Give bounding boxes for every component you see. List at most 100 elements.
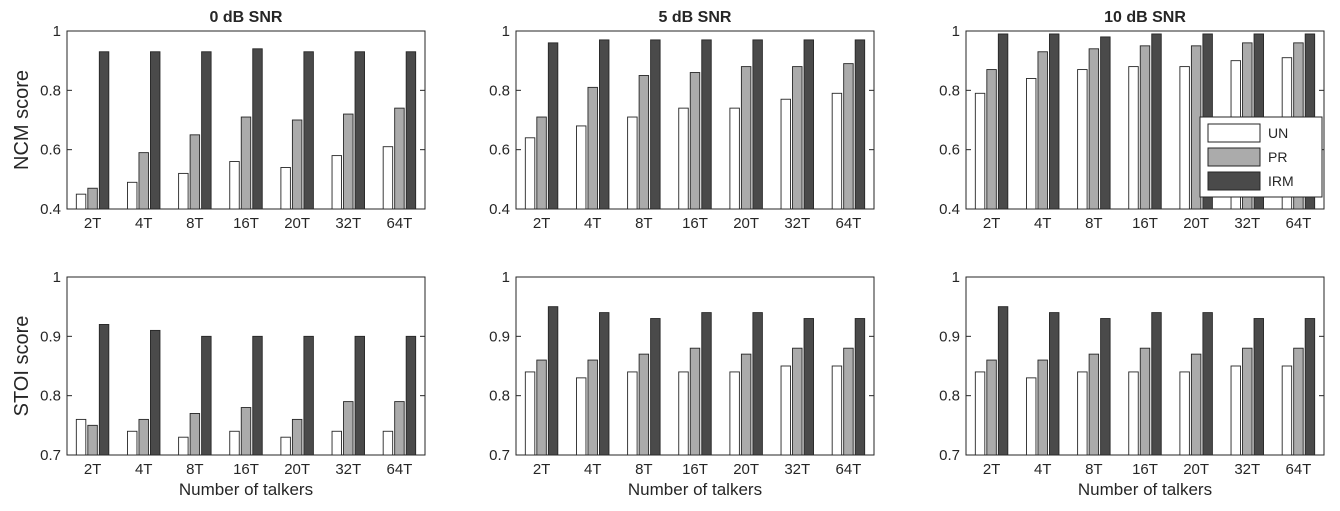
bar-pr (1037, 51, 1048, 210)
x-tick-label: 8T (1085, 215, 1103, 232)
bar-un (280, 436, 291, 456)
bar-irm (354, 335, 365, 456)
y-tick-label: 0.6 (939, 142, 960, 159)
x-tick-label: 32T (1234, 215, 1260, 232)
bar-pr (740, 353, 752, 456)
bar-pr (740, 66, 752, 210)
bar-un (75, 418, 87, 456)
x-tick-label: 32T (784, 215, 810, 232)
y-tick-label: 0.4 (40, 201, 61, 218)
x-tick-label: 64T (835, 461, 861, 478)
bar-un (831, 365, 843, 456)
y-tick-label: 0.4 (939, 201, 960, 218)
bar-pr (1242, 347, 1253, 456)
bar-un (780, 365, 791, 456)
bar-un (627, 116, 638, 210)
legend-swatch-irm (1207, 171, 1261, 191)
bar-irm (150, 51, 161, 210)
bar-pr (1139, 45, 1151, 210)
x-tick-label: 20T (1183, 215, 1209, 232)
bar-irm (701, 312, 712, 456)
bar-un (678, 107, 689, 210)
bar-un (1077, 69, 1088, 210)
bar-un (524, 137, 536, 210)
x-tick-label: 32T (1234, 461, 1260, 478)
bar-irm (547, 306, 559, 456)
bar-pr (1037, 359, 1048, 456)
y-tick-label: 0.8 (40, 388, 61, 405)
bar-pr (291, 418, 303, 456)
bar-un (974, 371, 986, 456)
bar-irm (1049, 312, 1060, 456)
legend-label-un: UN (1268, 125, 1288, 141)
y-tick-label: 0.8 (939, 82, 960, 99)
bar-pr (792, 66, 803, 210)
y-tick-label: 1 (952, 269, 960, 286)
x-tick-label: 2T (983, 215, 1001, 232)
bar-pr (189, 413, 201, 456)
bar-irm (803, 39, 814, 210)
x-tick-label: 64T (386, 461, 412, 478)
chart-panel-0-1: 0.4 0.6 0.8 1 2T 4T 8T 16T 20T 32T 64T 5 dB SNR (489, 9, 875, 232)
bar-un (229, 430, 240, 456)
bar-un (1128, 371, 1139, 456)
bar-pr (587, 86, 598, 210)
bar-pr (87, 187, 98, 210)
bar-irm (752, 39, 763, 210)
x-tick-label: 16T (1132, 215, 1158, 232)
y-tick-label: 0.8 (489, 82, 510, 99)
bar-pr (843, 63, 854, 210)
bar-pr (394, 107, 405, 210)
bar-pr (1190, 353, 1202, 456)
bar-pr (689, 347, 701, 456)
bar-irm (201, 335, 212, 456)
bar-un (331, 155, 342, 210)
x-tick-label: 8T (1085, 461, 1103, 478)
bar-irm (650, 318, 661, 456)
bar-un (382, 146, 394, 210)
x-tick-label: 8T (186, 461, 204, 478)
bar-un (831, 92, 843, 210)
bar-un (1281, 365, 1293, 456)
x-tick-label: 2T (533, 461, 551, 478)
x-tick-label: 8T (186, 215, 204, 232)
bar-irm (547, 42, 559, 210)
bar-irm (1202, 312, 1213, 456)
bar-irm (98, 51, 110, 210)
legend-label-pr: PR (1268, 149, 1287, 165)
x-tick-label: 32T (335, 215, 361, 232)
x-tick-label: 4T (135, 215, 153, 232)
bar-irm (997, 33, 1009, 210)
bar-pr (240, 116, 252, 210)
bar-pr (792, 347, 803, 456)
bar-un (127, 430, 138, 456)
bar-un (178, 436, 189, 456)
bar-un (1128, 66, 1139, 210)
bar-irm (803, 318, 814, 456)
panel-title: 10 dB SNR (1104, 9, 1186, 26)
x-tick-label: 64T (386, 215, 412, 232)
x-tick-label: 4T (135, 461, 153, 478)
y-tick-label: 0.8 (489, 388, 510, 405)
x-tick-label: 4T (1034, 461, 1052, 478)
x-axis-label: Number of talkers (628, 480, 762, 499)
bar-irm (997, 306, 1009, 456)
y-tick-label: 0.8 (40, 82, 61, 99)
bar-pr (394, 401, 405, 456)
x-tick-label: 20T (733, 461, 759, 478)
bar-pr (843, 347, 854, 456)
y-tick-label: 0.9 (40, 328, 61, 345)
y-tick-label: 1 (502, 269, 510, 286)
x-tick-label: 8T (635, 461, 653, 478)
x-tick-label: 64T (1285, 461, 1311, 478)
panel-title: 5 dB SNR (659, 9, 732, 26)
bar-pr (1088, 353, 1100, 456)
bar-un (229, 161, 240, 210)
bar-irm (1049, 33, 1060, 210)
bar-un (524, 371, 536, 456)
bar-irm (1151, 312, 1162, 456)
x-tick-label: 32T (784, 461, 810, 478)
x-tick-label: 64T (835, 215, 861, 232)
bar-irm (354, 51, 365, 210)
